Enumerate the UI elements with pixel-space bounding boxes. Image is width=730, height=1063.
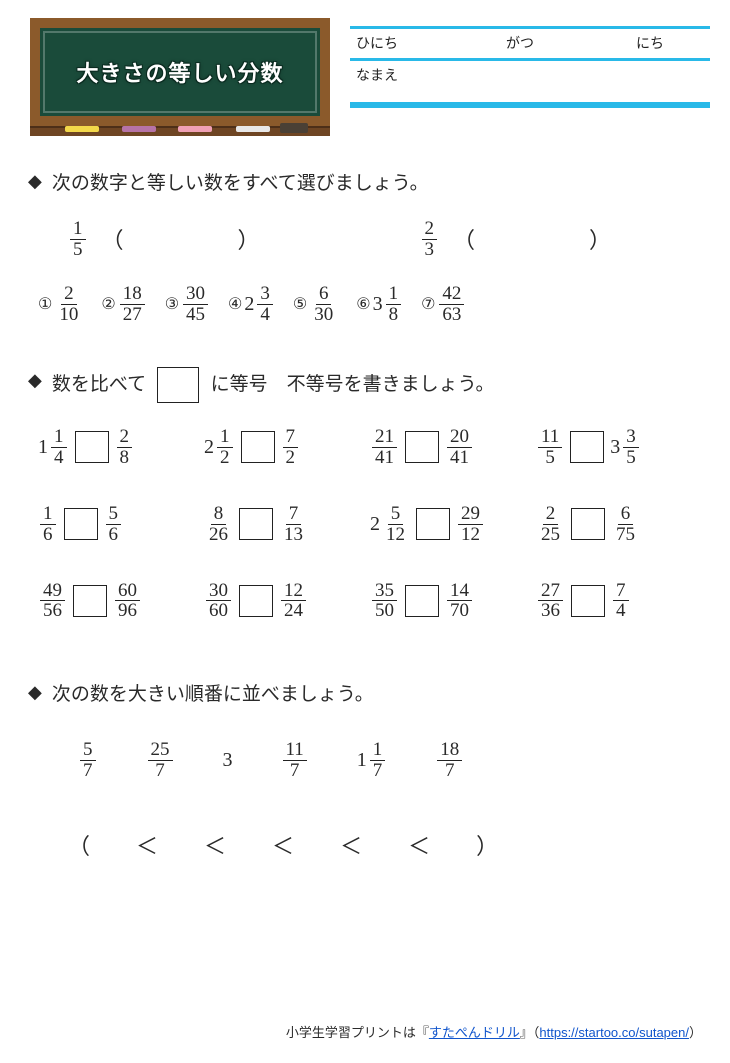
q2-item-8: 225675 — [536, 504, 692, 545]
answer-box[interactable] — [416, 508, 450, 540]
blackboard: 大きさの等しい分数 — [30, 18, 330, 136]
answer-box[interactable] — [239, 585, 273, 617]
answer-box[interactable] — [570, 431, 604, 463]
name-label: なまえ — [356, 65, 398, 100]
paren-open: （ — [453, 223, 475, 255]
footer-url-link[interactable]: https://startoo.co/sutapen/ — [539, 1025, 689, 1040]
q2-instruction: ◆ 数を比べて に等号 不等号を書きましょう。 — [28, 367, 692, 403]
answer-box[interactable] — [64, 508, 98, 540]
option-circle: ① — [38, 294, 52, 314]
footer-prefix: 小学生学習プリントは『 — [286, 1025, 429, 1040]
q2-grid: 114282127221412041115335 1656826713251229… — [38, 421, 692, 650]
lt-symbol: ＜ — [272, 829, 294, 861]
q3-number-4: 117 — [281, 740, 309, 781]
paren-open: （ — [68, 829, 90, 861]
chalk-pink — [178, 126, 212, 132]
option-circle: ⑤ — [293, 294, 307, 314]
q2-item-10: 30601224 — [204, 581, 360, 622]
q1-target-2: 23 （ ） — [420, 219, 612, 260]
footer: 小学生学習プリントは『すたぺんドリル』（https://startoo.co/s… — [286, 1022, 702, 1041]
chalk-yellow — [65, 126, 99, 132]
q3-answer-line: （ ＜ ＜ ＜ ＜ ＜ ） — [38, 829, 692, 861]
diamond-icon: ◆ — [28, 679, 42, 705]
month-label: がつ — [506, 33, 546, 56]
q2-item-2: 21272 — [204, 427, 360, 468]
answer-box[interactable] — [405, 585, 439, 617]
paren-open: （ — [102, 223, 124, 255]
header: 大きさの等しい分数 ひにち がつ にち なまえ — [0, 0, 730, 146]
answer-box[interactable] — [241, 431, 275, 463]
answer-box[interactable] — [75, 431, 109, 463]
q1-option-1: ①210 — [38, 284, 83, 325]
chalk-tray — [30, 126, 330, 136]
q1-instruction-text: 次の数字と等しい数をすべて選びましょう。 — [52, 168, 429, 195]
content: ◆ 次の数字と等しい数をすべて選びましょう。 15 （ ） 23 （ ） ①21… — [0, 146, 730, 861]
q1-targets: 15 （ ） 23 （ ） — [38, 213, 692, 284]
diamond-icon: ◆ — [28, 168, 42, 194]
chalk-white — [236, 126, 270, 132]
q1-target-1: 15 （ ） — [68, 219, 260, 260]
info-box: ひにち がつ にち なまえ — [350, 18, 710, 108]
day-label: にち — [636, 33, 676, 56]
q2-instruction-text: 数を比べて に等号 不等号を書きましょう。 — [52, 367, 495, 403]
footer-brand-link[interactable]: すたぺんドリル — [429, 1025, 520, 1040]
option-circle: ⑦ — [421, 294, 435, 314]
q3-number-1: 57 — [78, 740, 98, 781]
q2-item-1: 11428 — [38, 427, 194, 468]
answer-box-icon — [157, 367, 199, 403]
lt-symbol: ＜ — [408, 829, 430, 861]
lt-symbol: ＜ — [340, 829, 362, 861]
answer-box[interactable] — [239, 508, 273, 540]
q1-option-5: ⑤630 — [293, 284, 338, 325]
paren-close: ） — [238, 223, 260, 255]
q3-number-6: 187 — [435, 740, 464, 781]
date-label: ひにち — [356, 33, 398, 56]
option-circle: ③ — [165, 294, 179, 314]
q3-number-3: 3 — [223, 749, 233, 772]
q1-option-6: ⑥318 — [356, 284, 403, 325]
name-row: なまえ — [350, 58, 710, 102]
blackboard-panel: 大きさの等しい分数 — [30, 18, 330, 126]
paren-close: ） — [589, 223, 611, 255]
date-row: ひにち がつ にち — [350, 26, 710, 58]
q2-item-6: 826713 — [204, 504, 360, 545]
footer-end: ） — [689, 1025, 702, 1040]
q3-number-5: 117 — [357, 740, 388, 781]
q3-number-2: 257 — [146, 740, 175, 781]
option-circle: ④ — [228, 294, 242, 314]
worksheet-title: 大きさの等しい分数 — [76, 56, 283, 88]
q2-item-12: 273674 — [536, 581, 692, 622]
q1-instruction: ◆ 次の数字と等しい数をすべて選びましょう。 — [28, 168, 692, 195]
q2-item-5: 1656 — [38, 504, 194, 545]
paren-close: ） — [476, 829, 498, 861]
lt-symbol: ＜ — [136, 829, 158, 861]
answer-box[interactable] — [73, 585, 107, 617]
q3-list: 57 257 3 117 117 187 — [38, 724, 692, 829]
diamond-icon: ◆ — [28, 367, 42, 393]
q2-item-9: 49566096 — [38, 581, 194, 622]
q2-item-7: 25122912 — [370, 504, 526, 545]
q1-option-3: ③3045 — [165, 284, 210, 325]
q2-item-4: 115335 — [536, 427, 692, 468]
footer-suffix: 』（ — [520, 1025, 540, 1040]
answer-box[interactable] — [571, 508, 605, 540]
option-circle: ② — [101, 294, 115, 314]
q3-instruction-text: 次の数を大きい順番に並べましょう。 — [52, 679, 374, 706]
q1-option-2: ②1827 — [101, 284, 146, 325]
q1-options: ①210 ②1827 ③3045 ④234 ⑤630 ⑥318 ⑦4263 — [38, 284, 692, 353]
answer-box[interactable] — [571, 585, 605, 617]
answer-box[interactable] — [405, 431, 439, 463]
option-circle: ⑥ — [356, 294, 370, 314]
lt-symbol: ＜ — [204, 829, 226, 861]
q3-instruction: ◆ 次の数を大きい順番に並べましょう。 — [28, 679, 692, 706]
chalk-purple — [122, 126, 156, 132]
q1-option-4: ④234 — [228, 284, 275, 325]
q2-item-11: 35501470 — [370, 581, 526, 622]
q1-option-7: ⑦4263 — [421, 284, 466, 325]
eraser — [280, 123, 308, 133]
q2-item-3: 21412041 — [370, 427, 526, 468]
